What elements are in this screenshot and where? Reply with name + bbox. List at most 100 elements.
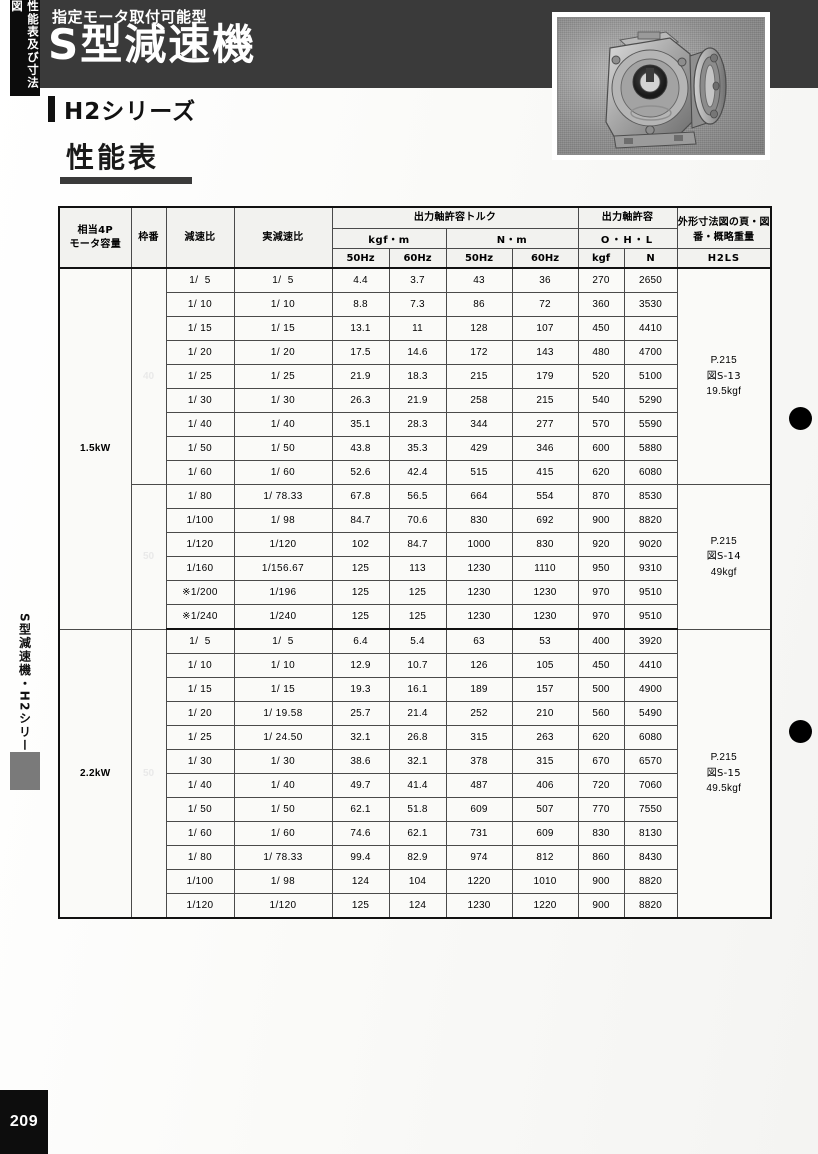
dimension-ref-page: P.215 xyxy=(710,752,737,763)
cell-actual-ratio: 1/ 50 xyxy=(233,436,333,461)
cell-nm-50hz: 63 xyxy=(445,628,513,654)
cell-nm-60hz: 277 xyxy=(511,412,579,437)
table-row: 1/ 25 1/ 25 21.9 18.3 215 179 520 5100 xyxy=(59,364,771,389)
cell-kgf: 450 xyxy=(577,316,625,341)
cell-kgf: 950 xyxy=(577,556,625,581)
cell-n: 9510 xyxy=(623,580,678,605)
cell-nm-50hz: 43 xyxy=(445,267,513,293)
cell-n: 8430 xyxy=(623,845,678,870)
cell-kgf: 480 xyxy=(577,340,625,365)
cell-actual-ratio: 1/ 60 xyxy=(233,460,333,485)
cell-kgfm-50hz: 62.1 xyxy=(331,797,390,822)
table-row: 1/100 1/ 98 84.7 70.6 830 692 900 8820 xyxy=(59,508,771,533)
cell-kgfm-60hz: 18.3 xyxy=(388,364,447,389)
cell-kgfm-60hz: 51.8 xyxy=(388,797,447,822)
cell-frame-no: 50 xyxy=(130,628,167,919)
cell-nm-60hz: 36 xyxy=(511,267,579,293)
cell-kgfm-60hz: 7.3 xyxy=(388,292,447,317)
cell-actual-ratio: 1/ 20 xyxy=(233,340,333,365)
th-nm-50hz: 50Hz xyxy=(445,248,513,269)
cell-nm-50hz: 664 xyxy=(445,484,513,509)
cell-kgfm-50hz: 99.4 xyxy=(331,845,390,870)
cell-kgf: 920 xyxy=(577,532,625,557)
dimension-ref-weight: 49.5kgf xyxy=(706,783,742,794)
table-row: 1/ 15 1/ 15 13.1 11 128 107 450 4410 xyxy=(59,316,771,341)
cell-actual-ratio: 1/ 50 xyxy=(233,797,333,822)
cell-actual-ratio: 1/ 98 xyxy=(233,508,333,533)
cell-kgf: 540 xyxy=(577,388,625,413)
page-number: 209 xyxy=(0,1090,48,1154)
cell-kgf: 560 xyxy=(577,701,625,726)
th-kgfm-60hz: 60Hz xyxy=(388,248,447,269)
series-subtitle: H2シリーズ xyxy=(64,99,197,125)
cell-n: 9510 xyxy=(623,604,678,630)
cell-kgfm-60hz: 28.3 xyxy=(388,412,447,437)
table-row: 1/ 25 1/ 24.50 32.1 26.8 315 263 620 6080 xyxy=(59,725,771,750)
th-reduction-ratio: 減速比 xyxy=(165,206,235,269)
cell-reduction-ratio: 1/ 80 xyxy=(165,484,235,509)
cell-kgfm-50hz: 67.8 xyxy=(331,484,390,509)
cell-nm-60hz: 179 xyxy=(511,364,579,389)
cell-nm-60hz: 107 xyxy=(511,316,579,341)
cell-kgfm-50hz: 21.9 xyxy=(331,364,390,389)
registration-dot-bottom xyxy=(789,720,812,743)
cell-n: 5590 xyxy=(623,412,678,437)
cell-nm-60hz: 830 xyxy=(511,532,579,557)
cell-nm-60hz: 609 xyxy=(511,821,579,846)
cell-kgfm-60hz: 5.4 xyxy=(388,628,447,654)
cell-reduction-ratio: 1/ 40 xyxy=(165,773,235,798)
th-output-ohl: 出力軸許容 xyxy=(577,206,678,229)
cell-nm-50hz: 258 xyxy=(445,388,513,413)
cell-nm-50hz: 1230 xyxy=(445,580,513,605)
cell-nm-50hz: 487 xyxy=(445,773,513,798)
cell-kgfm-60hz: 104 xyxy=(388,869,447,894)
index-tab-side-block xyxy=(10,752,40,790)
cell-kgfm-60hz: 62.1 xyxy=(388,821,447,846)
table-row: 1/120 1/120 102 84.7 1000 830 920 9020 xyxy=(59,532,771,557)
cell-kgf: 900 xyxy=(577,893,625,919)
cell-n: 3920 xyxy=(623,628,678,654)
cell-reduction-ratio: 1/120 xyxy=(165,532,235,557)
cell-nm-50hz: 830 xyxy=(445,508,513,533)
th-unit-n: N xyxy=(623,248,678,269)
cell-kgfm-60hz: 41.4 xyxy=(388,773,447,798)
cell-n: 4410 xyxy=(623,653,678,678)
cell-kgfm-50hz: 49.7 xyxy=(331,773,390,798)
cell-nm-60hz: 415 xyxy=(511,460,579,485)
cell-kgfm-60hz: 56.5 xyxy=(388,484,447,509)
table-head: 相当4P モータ容量 枠番 減速比 実減速比 出力軸許容トルク 出力軸許容 外形… xyxy=(58,206,772,269)
cell-kgf: 270 xyxy=(577,267,625,293)
cell-nm-60hz: 315 xyxy=(511,749,579,774)
th-ohl: O・H・L xyxy=(577,228,678,249)
cell-frame-no: 50 xyxy=(130,484,167,630)
cell-kgfm-60hz: 3.7 xyxy=(388,267,447,293)
table-row: 1/ 20 1/ 20 17.5 14.6 172 143 480 4700 xyxy=(59,340,771,365)
cell-kgfm-60hz: 16.1 xyxy=(388,677,447,702)
table-row: 1/ 30 1/ 30 38.6 32.1 378 315 670 6570 xyxy=(59,749,771,774)
cell-reduction-ratio: 1/100 xyxy=(165,869,235,894)
cell-kgfm-50hz: 26.3 xyxy=(331,388,390,413)
index-tab-top-label: 性能表及び寸法図 xyxy=(10,0,40,89)
registration-dot-top xyxy=(789,407,812,430)
cell-nm-60hz: 507 xyxy=(511,797,579,822)
cell-n: 8530 xyxy=(623,484,678,509)
product-photo-frame xyxy=(552,12,770,160)
cell-kgfm-60hz: 84.7 xyxy=(388,532,447,557)
th-motor-capacity: 相当4P モータ容量 xyxy=(58,206,132,269)
cell-actual-ratio: 1/ 15 xyxy=(233,316,333,341)
cell-actual-ratio: 1/ 78.33 xyxy=(233,484,333,509)
cell-nm-50hz: 974 xyxy=(445,845,513,870)
cell-actual-ratio: 1/120 xyxy=(233,893,333,919)
table-row: 1/ 40 1/ 40 49.7 41.4 487 406 720 7060 xyxy=(59,773,771,798)
header-row-1: 相当4P モータ容量 枠番 減速比 実減速比 出力軸許容トルク 出力軸許容 外形… xyxy=(58,206,772,269)
cell-n: 6080 xyxy=(623,460,678,485)
cell-n: 4700 xyxy=(623,340,678,365)
table-body: 1.5kW 40 1/ 5 1/ 5 4.4 3.7 43 36 270 2650 P.215 図S-… xyxy=(58,267,772,919)
header-row-2: kgf・m N・m O・H・L xyxy=(59,228,771,249)
performance-table: 相当4P モータ容量 枠番 減速比 実減速比 出力軸許容トルク 出力軸許容 外形… xyxy=(58,206,773,919)
cell-dimension-ref: P.215 図S-14 49kgf xyxy=(676,484,772,630)
table-row: 50 1/ 80 1/ 78.33 67.8 56.5 664 554 870 8530 P.21… xyxy=(59,484,772,630)
cell-n: 3530 xyxy=(623,292,678,317)
cell-kgfm-60hz: 21.4 xyxy=(388,701,447,726)
cell-frame-no: 40 xyxy=(130,267,167,485)
